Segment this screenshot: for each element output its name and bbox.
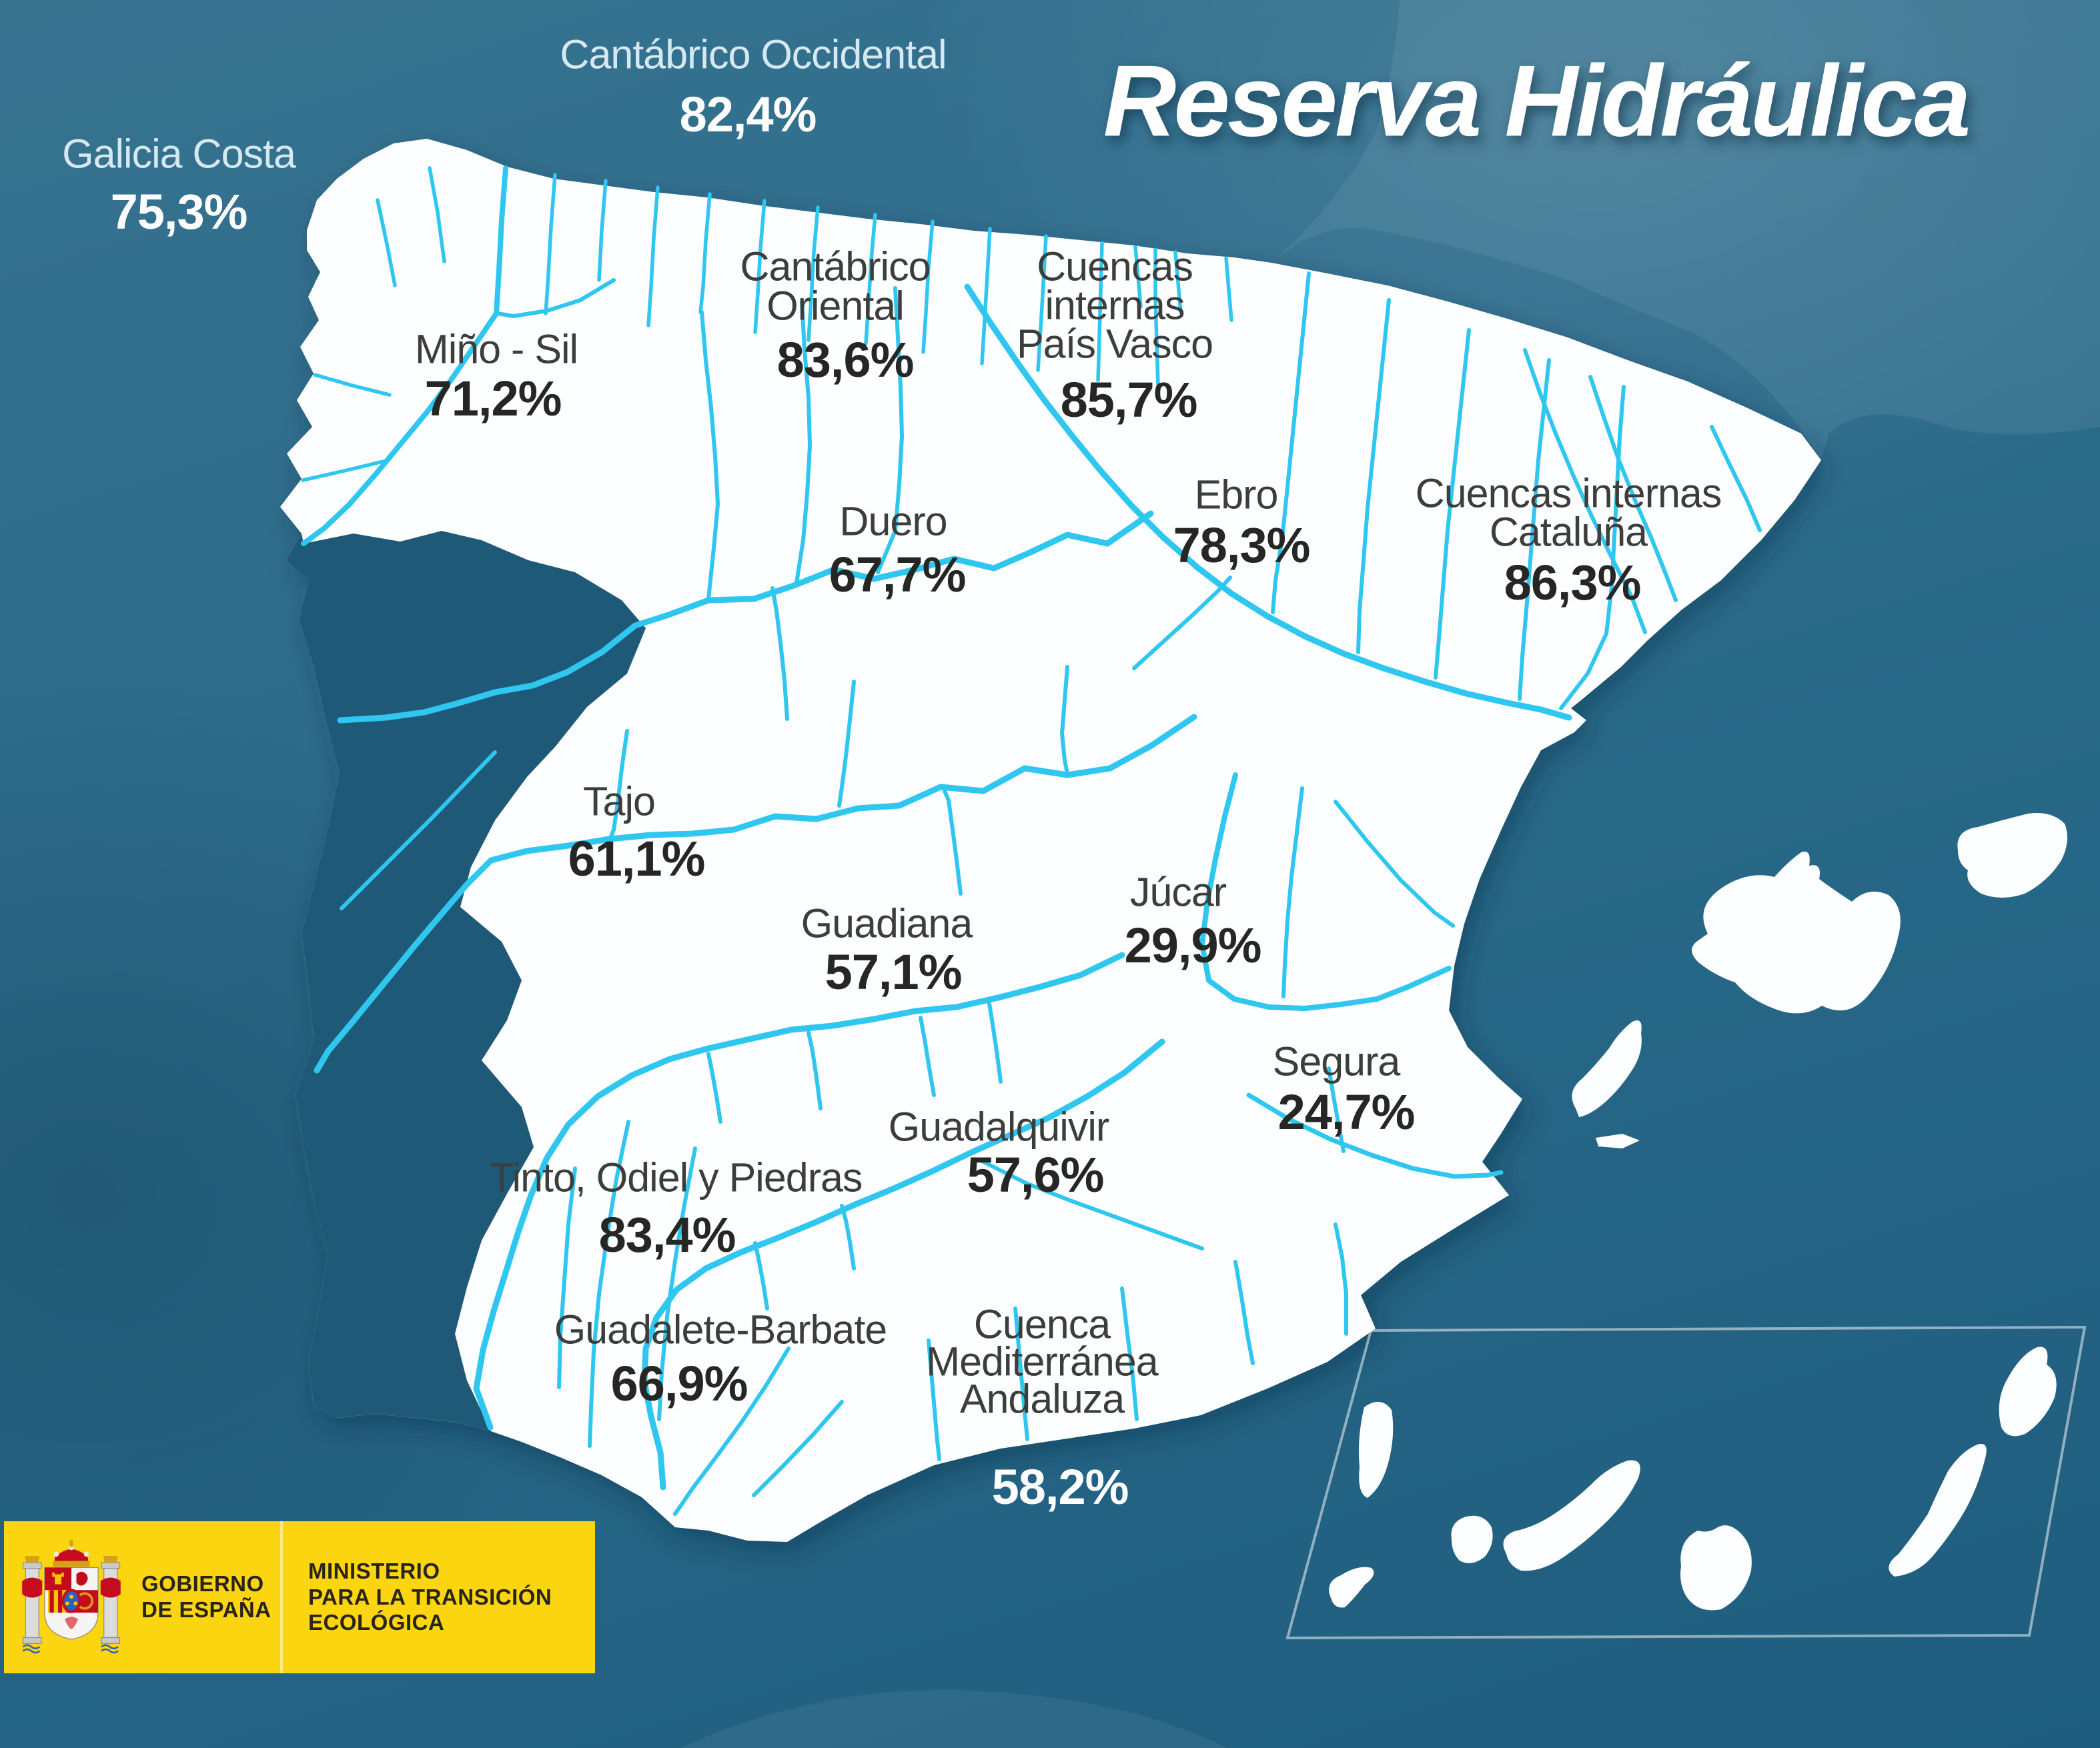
basin-cataluna-label: Cuencas internas — [1415, 470, 1722, 516]
basin-tajo-label: Tajo — [583, 778, 656, 824]
basin-jucar-label: Júcar — [1129, 869, 1227, 915]
basin-cataluna-label: Cataluña — [1489, 509, 1648, 555]
balearic-islands — [1572, 813, 2067, 1148]
iberian-peninsula-shape — [280, 139, 1821, 1542]
portugal-shape — [286, 531, 646, 1431]
government-wordmark: GOBIERNO DE ESPAÑA — [141, 1571, 272, 1623]
france-silhouette — [1271, 0, 2100, 460]
basin-cataluna-value: 86,3% — [1504, 555, 1642, 610]
canary-islands — [1329, 1347, 2057, 1611]
basin-tajo-value: 61,1% — [568, 831, 706, 886]
basin-mediterranea-andaluza-label: Andaluza — [959, 1376, 1125, 1422]
government-line: GOBIERNO — [141, 1571, 264, 1597]
basin-guadalete-barbate-label: Guadalete-Barbate — [554, 1306, 887, 1353]
basin-cantabrico-oriental-label: Oriental — [766, 283, 905, 329]
basin-cantabrico-oriental-label: Cantábrico — [740, 243, 931, 289]
basin-mediterranea-andaluza-label: Mediterránea — [926, 1339, 1158, 1385]
basin-pais-vasco-label: Cuencas — [1037, 243, 1193, 289]
basin-guadalete-barbate-value: 66,9% — [610, 1356, 748, 1411]
basin-cantabrico-occidental-value: 82,4% — [679, 87, 817, 142]
africa-silhouette — [680, 1689, 1227, 1748]
basin-guadalquivir-label: Guadalquivir — [888, 1104, 1109, 1150]
basin-guadiana-value: 57,1% — [825, 944, 963, 1000]
basin-pais-vasco-value: 85,7% — [1060, 372, 1198, 427]
basin-galicia-costa-label: Galicia Costa — [62, 131, 296, 177]
ministry-section: MINISTERIO PARA LA TRANSICIÓN ECOLÓGICA — [283, 1521, 595, 1673]
basin-pais-vasco-label: País Vasco — [1016, 321, 1213, 367]
band-divider — [280, 1521, 283, 1673]
basin-cantabrico-oriental-value: 83,6% — [776, 332, 915, 387]
canary-inset-frame — [1285, 1325, 2087, 1640]
ministry-line: PARA LA TRANSICIÓN ECOLÓGICA — [308, 1584, 552, 1635]
page-title: Reserva Hidráulica — [1103, 44, 1971, 158]
basin-duero-value: 67,7% — [829, 547, 967, 602]
basin-galicia-costa-value: 75,3% — [110, 184, 248, 239]
basin-mediterranea-andaluza-label: Cuenca — [973, 1301, 1111, 1347]
basin-cantabrico-occidental-label: Cantábrico Occidental — [560, 31, 947, 77]
basin-pais-vasco-label: internas — [1045, 282, 1185, 328]
basin-ebro-label: Ebro — [1194, 472, 1279, 518]
basin-jucar-value: 29,9% — [1124, 918, 1262, 973]
government-logo-section: GOBIERNO DE ESPAÑA — [4, 1521, 280, 1673]
basin-ebro-value: 78,3% — [1173, 518, 1311, 573]
government-line: DE ESPAÑA — [141, 1597, 272, 1622]
basin-tinto-odiel-piedras-label: Tinto, Odiel y Piedras — [489, 1154, 863, 1200]
basin-segura-label: Segura — [1272, 1038, 1401, 1084]
basin-duero-label: Duero — [839, 498, 947, 544]
government-footer-band: GOBIERNO DE ESPAÑA MINISTERIO PARA LA TR… — [4, 1521, 595, 1673]
basin-segura-value: 24,7% — [1277, 1084, 1416, 1140]
basin-mino-sil-label: Miño - Sil — [414, 326, 578, 372]
basin-guadiana-label: Guadiana — [801, 900, 973, 946]
basin-tinto-odiel-piedras-value: 83,4% — [598, 1207, 736, 1262]
spain-coat-of-arms-icon — [22, 1539, 121, 1653]
basin-mediterranea-andaluza-value: 58,2% — [991, 1459, 1129, 1515]
basin-guadalquivir-value: 57,6% — [967, 1147, 1105, 1202]
ministry-line: MINISTERIO — [308, 1558, 440, 1583]
basin-mino-sil-value: 71,2% — [424, 371, 562, 426]
river-network — [301, 165, 1762, 1516]
